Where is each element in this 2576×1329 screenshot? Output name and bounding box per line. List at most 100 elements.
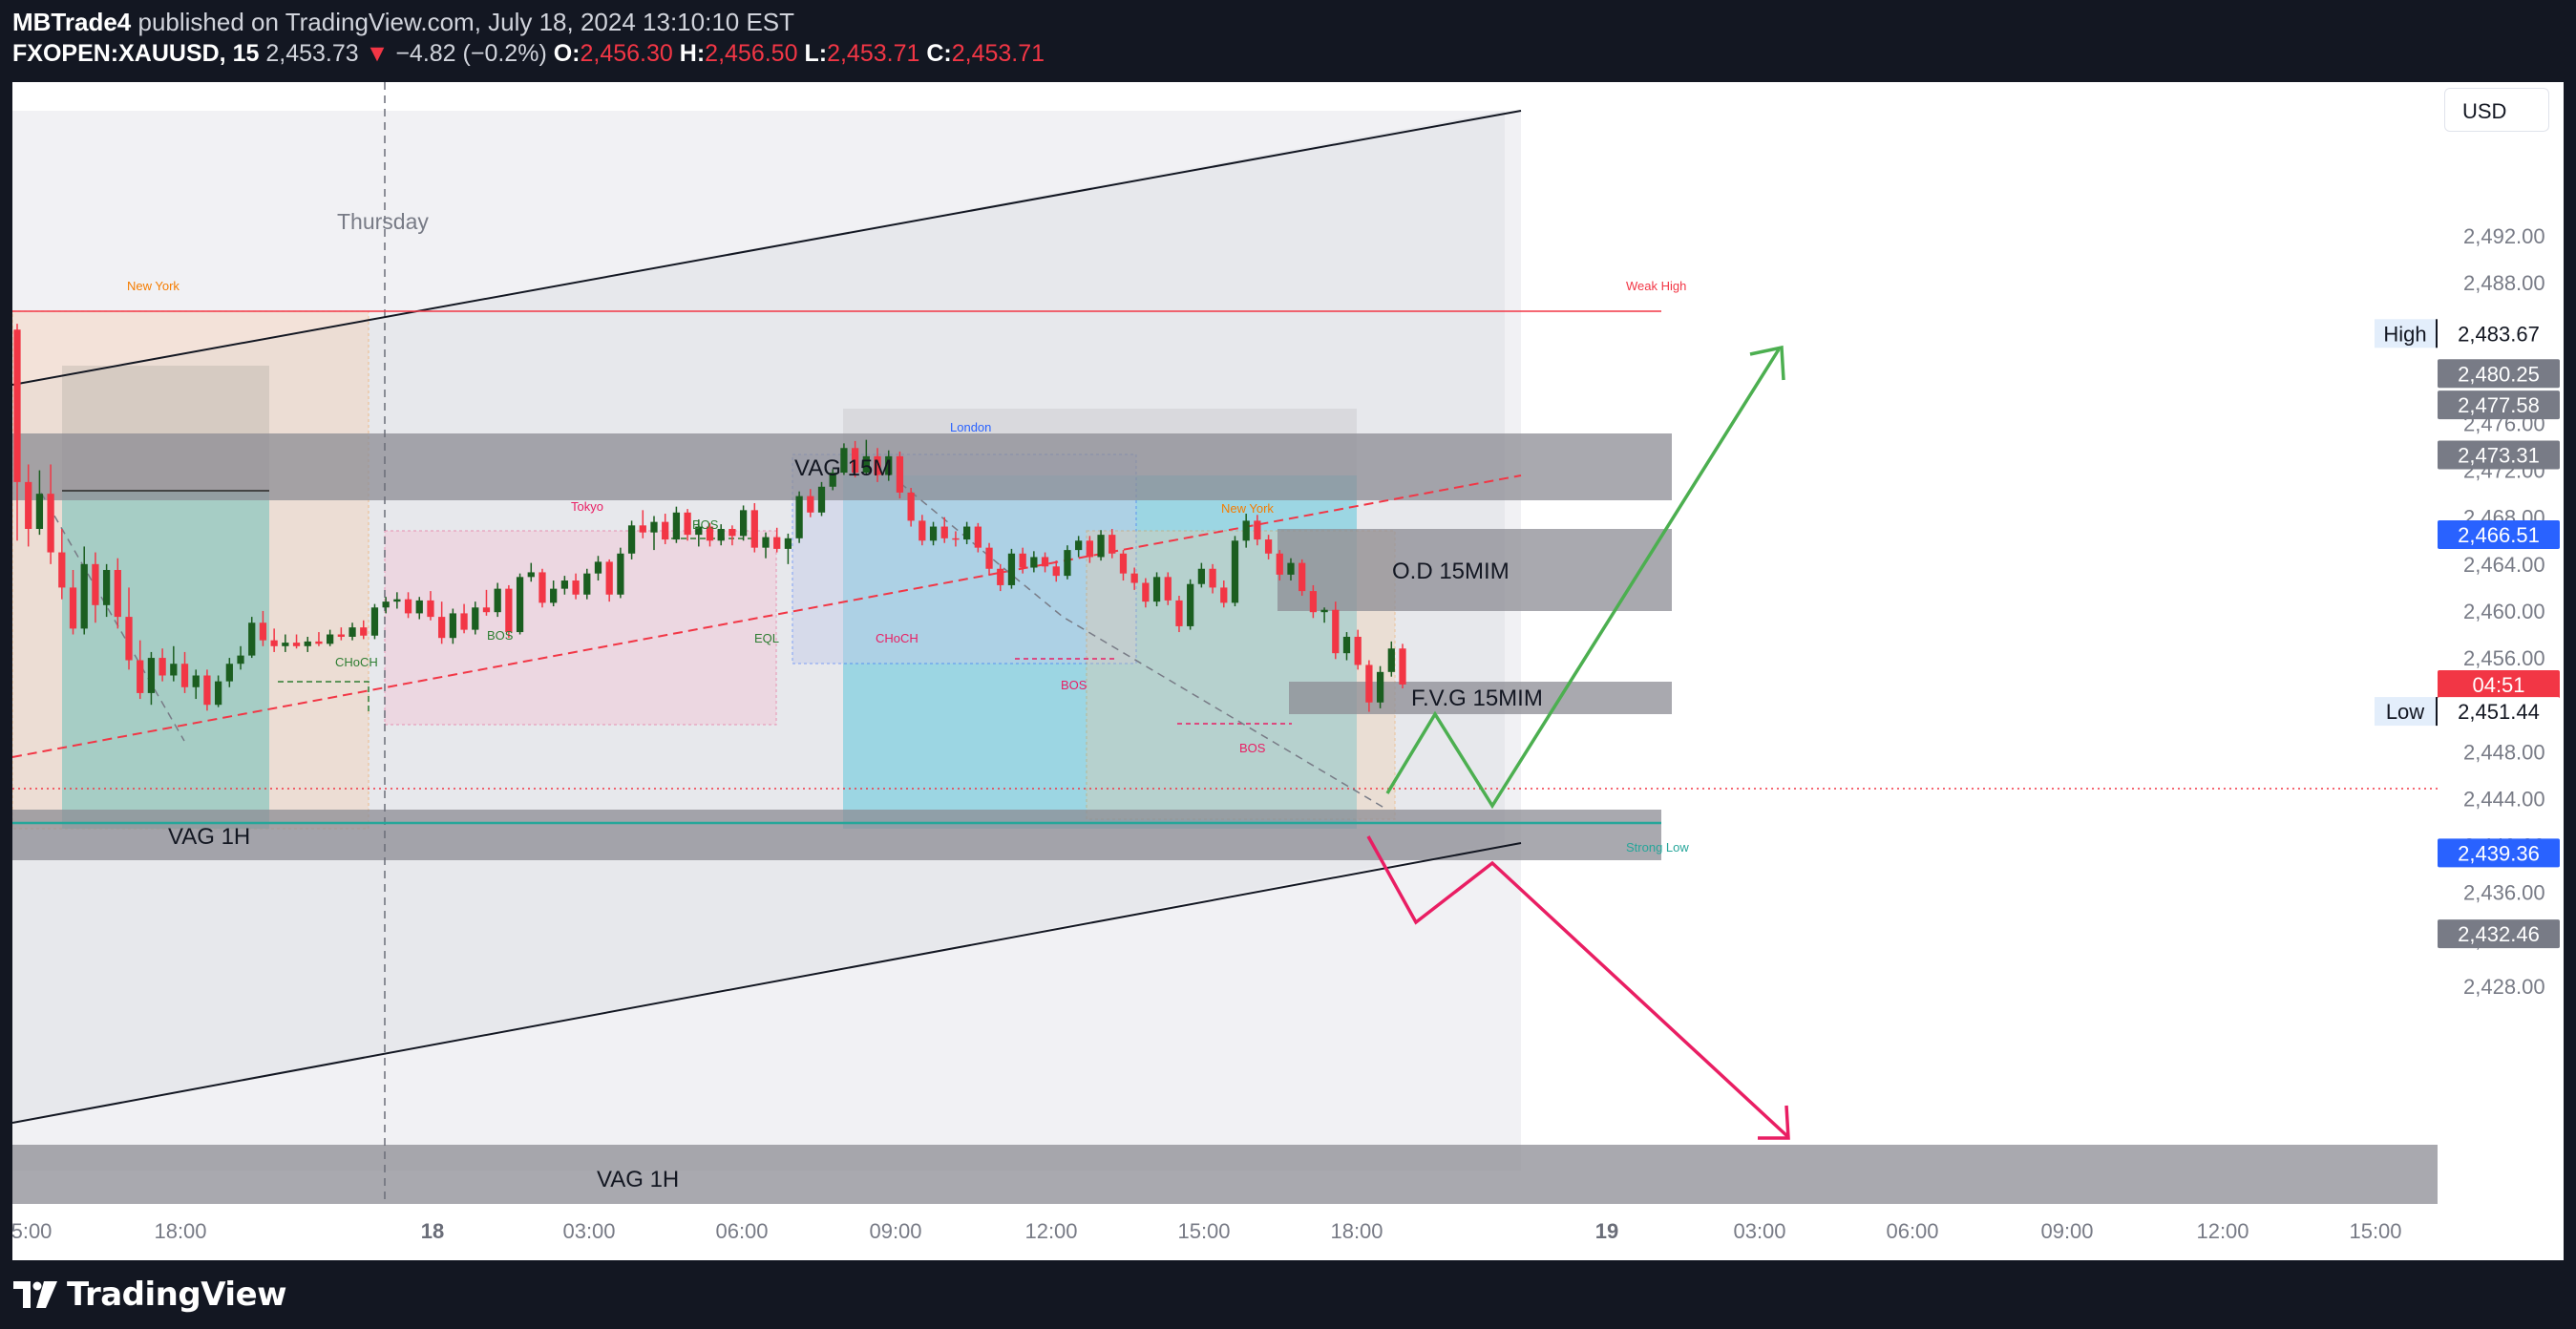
chart-canvas[interactable]: Thursday New York Weak High London VAG 1… — [12, 82, 2564, 1260]
annotation-choch-2: CHoCH — [335, 655, 378, 669]
candle-body — [1242, 520, 1250, 541]
candle-body — [717, 529, 725, 541]
footer-bar: TradingView — [0, 1260, 2576, 1329]
candle-body — [1097, 535, 1105, 558]
zone-od-15mim — [1277, 529, 1672, 611]
low-value: 2,453.71 — [827, 40, 920, 67]
candle-body — [147, 658, 156, 693]
annotation-bos-4: BOS — [1239, 741, 1266, 755]
price-label-text: 2,480.25 — [2458, 362, 2540, 386]
candle-body — [684, 512, 691, 536]
candle-body — [885, 455, 893, 475]
candle-body — [695, 526, 703, 536]
candle-body — [415, 600, 423, 614]
candle-body — [728, 529, 736, 537]
candle-body — [1030, 557, 1038, 568]
candle-body — [572, 580, 580, 595]
swing-dash-2 — [899, 482, 1388, 811]
candle-body — [438, 617, 446, 639]
y-tick-label: 2,444.00 — [2463, 787, 2545, 811]
annotation-vag-1h-1: VAG 1H — [168, 824, 250, 850]
candle-body — [282, 643, 289, 646]
time-axis-bg[interactable] — [12, 1204, 2438, 1260]
candle-body — [337, 634, 345, 637]
candle-body — [1287, 562, 1295, 575]
header-bar: MBTrade4 published on TradingView.com, J… — [0, 0, 2576, 82]
candle-body — [170, 664, 178, 676]
candle-body — [952, 538, 960, 540]
candle-body — [382, 601, 390, 608]
y-tick-label: 2,464.00 — [2463, 553, 2545, 577]
annotation-new-york-1: New York — [127, 279, 179, 293]
side-label-bg — [2375, 319, 2436, 348]
candle-body — [1041, 557, 1049, 567]
annotation-thursday: Thursday — [337, 209, 429, 234]
candle-body — [35, 494, 44, 529]
currency-button[interactable]: USD — [2444, 88, 2549, 132]
publisher-name[interactable]: MBTrade4 — [12, 8, 132, 36]
candle-body — [215, 681, 222, 706]
candle-body — [1264, 539, 1273, 554]
y-tick-label: 2,460.00 — [2463, 600, 2545, 623]
candle-body — [158, 658, 166, 676]
price-label: 2,432.46 — [2438, 919, 2560, 949]
candle-body — [1109, 535, 1116, 554]
candle-body — [1231, 540, 1239, 603]
candle-body — [773, 537, 781, 549]
candle-body — [1175, 600, 1183, 626]
candle-body — [1152, 577, 1161, 602]
candle-body — [817, 486, 826, 513]
annotation-bos-2: BOS — [487, 628, 514, 643]
x-tick-label: 5:00 — [12, 1219, 52, 1243]
published-text: published on TradingView.com, July 18, 2… — [137, 8, 795, 36]
candle-body — [1354, 636, 1362, 665]
candle-body — [1320, 609, 1328, 613]
candle-body — [494, 588, 501, 613]
candle-body — [918, 520, 926, 541]
candle-body — [907, 492, 915, 521]
candle-body — [583, 573, 591, 595]
y-tick-label: 2,428.00 — [2463, 975, 2545, 999]
candle-body — [304, 641, 311, 646]
candle-body — [58, 552, 66, 588]
candle-body — [1387, 648, 1395, 672]
candle-body — [192, 675, 200, 687]
candle-body — [1220, 587, 1228, 603]
candle-body — [92, 563, 99, 605]
zone-vag-1h-lower — [12, 810, 1661, 860]
price-label-text: 04:51 — [2472, 673, 2524, 697]
candle-body — [1197, 568, 1205, 584]
brand-name: TradingView — [67, 1276, 287, 1314]
side-label-bg — [2375, 697, 2436, 727]
candle-body — [225, 664, 233, 682]
annotation-weak-high: Weak High — [1626, 279, 1686, 293]
axes-layer: 2,492.002,488.002,484.002,480.002,476.00… — [12, 82, 2564, 1260]
symbol-name[interactable]: FXOPEN:XAUUSD, 15 — [12, 40, 260, 67]
candle-body — [1064, 550, 1071, 577]
candle-body — [393, 599, 401, 602]
price-label-text: 2,477.58 — [2458, 393, 2540, 417]
bullish-projection-path — [1385, 348, 1781, 810]
candle-body — [662, 521, 669, 540]
chart-area[interactable]: Thursday New York Weak High London VAG 1… — [12, 82, 2564, 1260]
candle-body — [1209, 568, 1216, 588]
x-tick-label: 12:00 — [2196, 1219, 2249, 1243]
zone-vag-1h-bottom — [12, 1145, 2438, 1204]
candle-body — [594, 561, 602, 574]
candle-body — [795, 496, 803, 538]
candle-body — [739, 510, 748, 537]
candle-body — [1332, 609, 1340, 654]
side-label-text: High — [2383, 322, 2426, 346]
candle-body — [762, 537, 770, 548]
annotation-strong-low: Strong Low — [1626, 840, 1689, 854]
high-label: H: — [679, 40, 706, 67]
annotation-fvg-15mim: F.V.G 15MIM — [1411, 686, 1543, 711]
candle-body — [985, 547, 993, 569]
close-label: C: — [926, 40, 952, 67]
tradingview-brand[interactable]: TradingView — [13, 1276, 287, 1314]
candle-body — [1276, 553, 1283, 575]
candle-body — [13, 329, 21, 482]
candle-body — [1119, 553, 1128, 574]
candle-body — [974, 526, 982, 548]
price-label: 2,473.31 — [2438, 440, 2560, 470]
